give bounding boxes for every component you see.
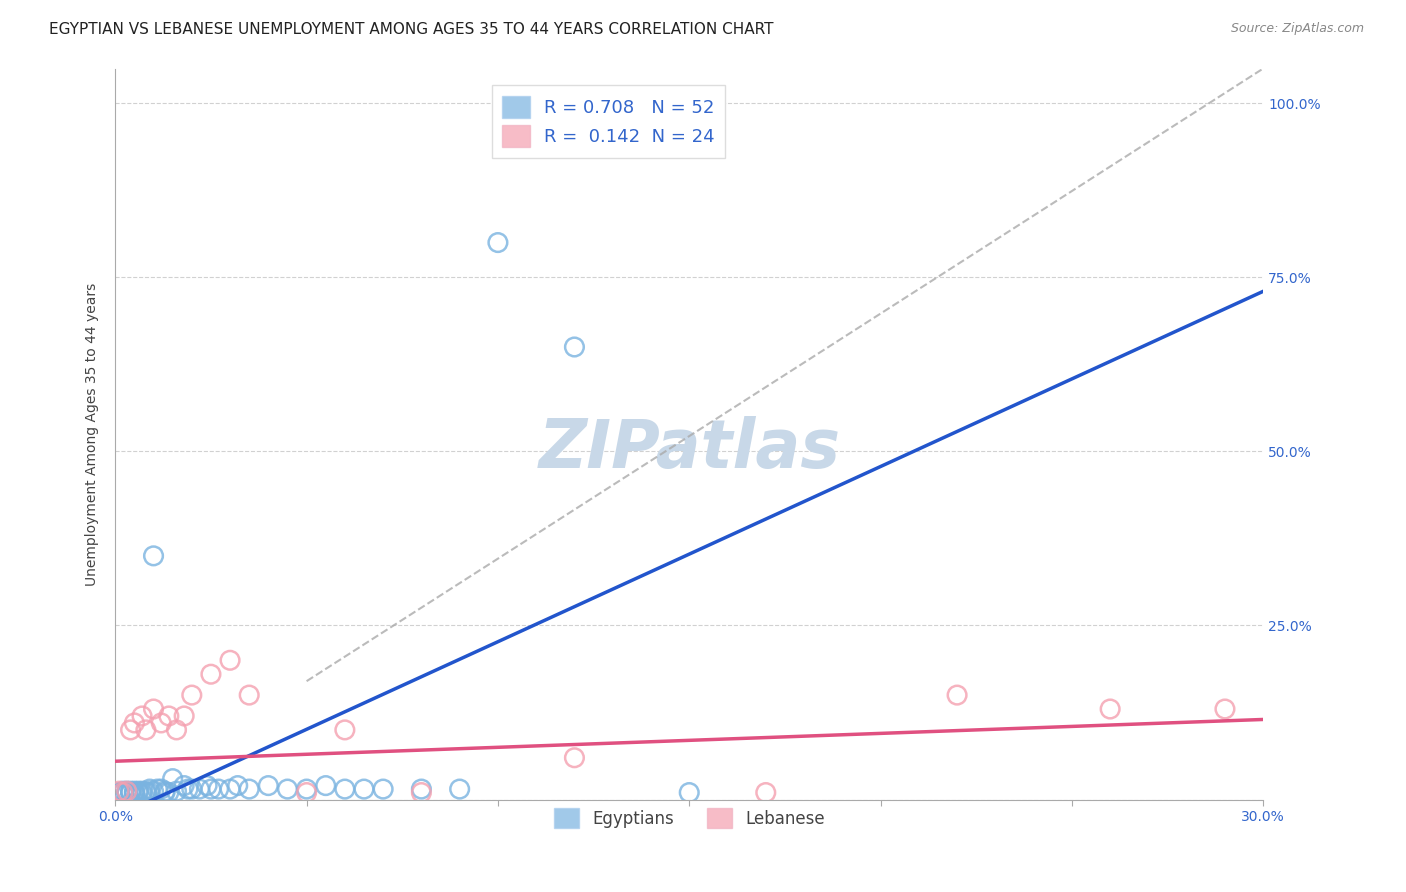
Text: Source: ZipAtlas.com: Source: ZipAtlas.com	[1230, 22, 1364, 36]
Point	[200, 667, 222, 681]
Point	[564, 750, 586, 764]
Point	[138, 786, 160, 800]
Legend: Egyptians, Lebanese: Egyptians, Lebanese	[547, 801, 831, 835]
Point	[295, 786, 318, 800]
Point	[111, 784, 134, 798]
Point	[564, 340, 586, 354]
Point	[1213, 702, 1236, 716]
Point	[188, 782, 211, 797]
Point	[138, 782, 160, 797]
Point	[142, 784, 165, 798]
Point	[226, 779, 249, 793]
Point	[207, 782, 229, 797]
Point	[120, 723, 142, 737]
Point	[131, 784, 153, 798]
Point	[124, 787, 146, 801]
Point	[353, 782, 375, 797]
Point	[411, 782, 433, 797]
Text: EGYPTIAN VS LEBANESE UNEMPLOYMENT AMONG AGES 35 TO 44 YEARS CORRELATION CHART: EGYPTIAN VS LEBANESE UNEMPLOYMENT AMONG …	[49, 22, 773, 37]
Point	[131, 709, 153, 723]
Point	[219, 653, 242, 667]
Point	[173, 709, 195, 723]
Point	[257, 779, 280, 793]
Point	[108, 784, 131, 798]
Point	[135, 786, 157, 800]
Point	[238, 688, 260, 702]
Point	[295, 782, 318, 797]
Point	[111, 786, 134, 800]
Point	[115, 784, 138, 798]
Point	[219, 782, 242, 797]
Point	[124, 786, 146, 800]
Point	[135, 723, 157, 737]
Point	[173, 779, 195, 793]
Point	[333, 782, 356, 797]
Point	[180, 688, 202, 702]
Point	[142, 549, 165, 563]
Point	[150, 715, 173, 730]
Point	[150, 782, 173, 797]
Point	[195, 779, 218, 793]
Point	[177, 782, 200, 797]
Point	[449, 782, 471, 797]
Point	[486, 235, 509, 250]
Point	[115, 786, 138, 800]
Point	[153, 784, 176, 798]
Point	[135, 784, 157, 798]
Point	[200, 782, 222, 797]
Point	[120, 786, 142, 800]
Point	[157, 786, 180, 800]
Point	[127, 786, 149, 800]
Point	[678, 786, 700, 800]
Point	[142, 702, 165, 716]
Point	[276, 782, 298, 797]
Point	[157, 709, 180, 723]
Point	[124, 715, 146, 730]
Point	[333, 723, 356, 737]
Point	[146, 782, 169, 797]
Point	[127, 784, 149, 798]
Point	[946, 688, 969, 702]
Point	[411, 786, 433, 800]
Point	[1099, 702, 1122, 716]
Point	[115, 787, 138, 801]
Point	[120, 786, 142, 800]
Point	[115, 784, 138, 798]
Point	[111, 786, 134, 800]
Point	[166, 723, 188, 737]
Point	[120, 784, 142, 798]
Point	[162, 772, 184, 786]
Y-axis label: Unemployment Among Ages 35 to 44 years: Unemployment Among Ages 35 to 44 years	[86, 283, 100, 586]
Point	[371, 782, 394, 797]
Text: ZIPatlas: ZIPatlas	[538, 416, 841, 482]
Point	[124, 784, 146, 798]
Point	[108, 786, 131, 800]
Point	[166, 784, 188, 798]
Point	[315, 779, 337, 793]
Point	[108, 787, 131, 801]
Point	[180, 782, 202, 797]
Point	[153, 786, 176, 800]
Point	[755, 786, 778, 800]
Point	[238, 782, 260, 797]
Point	[131, 787, 153, 801]
